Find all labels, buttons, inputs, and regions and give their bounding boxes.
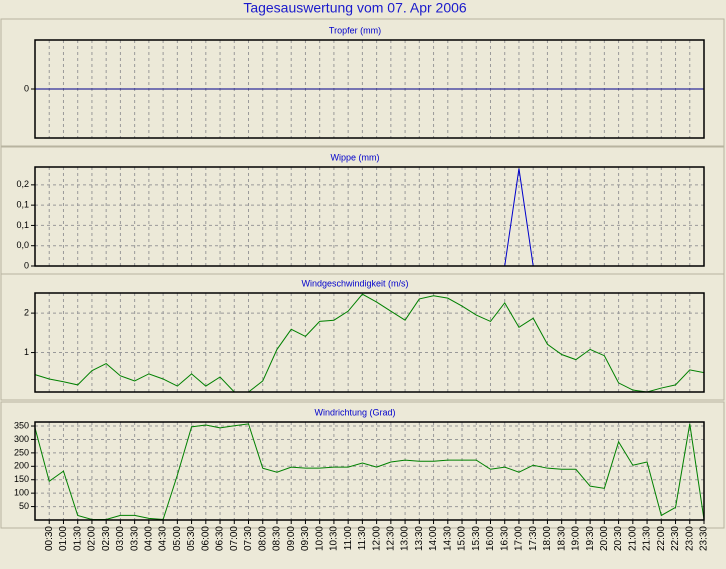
x-tick-label: 00:30 bbox=[44, 526, 55, 551]
panel-title: Tropfer (mm) bbox=[329, 25, 381, 35]
x-tick-label: 13:30 bbox=[414, 526, 425, 551]
x-tick-label: 08:00 bbox=[257, 526, 268, 551]
y-tick-label: 1 bbox=[24, 347, 29, 357]
x-tick-label: 02:00 bbox=[87, 526, 98, 551]
x-tick-label: 20:30 bbox=[613, 526, 624, 551]
y-tick-label: 100 bbox=[14, 488, 29, 498]
x-tick-label: 14:00 bbox=[428, 526, 439, 551]
x-tick-label: 05:30 bbox=[186, 526, 197, 551]
y-tick-label: 0,2 bbox=[16, 179, 29, 189]
x-tick-label: 09:30 bbox=[300, 526, 311, 551]
plot-frame bbox=[34, 39, 705, 139]
y-tick-label: 0,1 bbox=[16, 220, 29, 230]
x-tick-label: 16:00 bbox=[485, 526, 496, 551]
plot-area bbox=[35, 293, 704, 392]
y-tick-label: 150 bbox=[14, 474, 29, 484]
panel-title: Wippe (mm) bbox=[331, 152, 380, 162]
y-tick-label: 0 bbox=[24, 83, 29, 93]
x-tick-label: 16:30 bbox=[499, 526, 510, 551]
x-tick-label: 11:30 bbox=[357, 526, 368, 551]
panel-title: Windgeschwindigkeit (m/s) bbox=[301, 278, 408, 288]
y-tick-label: 50 bbox=[19, 501, 29, 511]
y-tick-label: 200 bbox=[14, 461, 29, 471]
x-tick-label: 13:00 bbox=[400, 526, 411, 551]
x-tick-label: 21:30 bbox=[642, 526, 653, 551]
x-tick-label: 18:00 bbox=[542, 526, 553, 551]
x-tick-label: 01:00 bbox=[58, 526, 69, 551]
x-tick-label: 15:30 bbox=[471, 526, 482, 551]
x-tick-label: 04:00 bbox=[144, 526, 155, 551]
x-tick-label: 21:00 bbox=[627, 526, 638, 551]
x-tick-label: 01:30 bbox=[72, 526, 83, 551]
x-tick-label: 23:30 bbox=[699, 526, 710, 551]
x-tick-label: 18:30 bbox=[556, 526, 567, 551]
plot-frame bbox=[34, 421, 705, 521]
x-tick-label: 14:30 bbox=[442, 526, 453, 551]
x-tick-label: 17:30 bbox=[528, 526, 539, 551]
y-tick-label: 300 bbox=[14, 434, 29, 444]
x-tick-label: 10:30 bbox=[329, 526, 340, 551]
x-tick-label: 06:00 bbox=[200, 526, 211, 551]
x-tick-label: 04:30 bbox=[158, 526, 169, 551]
plot-area bbox=[35, 422, 704, 520]
plot-frame bbox=[34, 292, 705, 393]
x-tick-label: 07:00 bbox=[229, 526, 240, 551]
main-title: Tagesauswertung vom 07. Apr 2006 bbox=[243, 0, 467, 16]
x-tick-label: 15:00 bbox=[457, 526, 468, 551]
y-tick-label: 2 bbox=[24, 307, 29, 317]
x-tick-label: 10:00 bbox=[314, 526, 325, 551]
panel-title: Windrichtung (Grad) bbox=[314, 407, 395, 417]
data-line bbox=[34, 293, 705, 393]
x-tick-label: 23:00 bbox=[684, 526, 695, 551]
y-tick-label: 0 bbox=[24, 260, 29, 270]
plot-frame bbox=[34, 166, 705, 267]
x-tick-label: 09:00 bbox=[286, 526, 297, 551]
x-tick-label: 03:30 bbox=[129, 526, 140, 551]
x-tick-label: 17:00 bbox=[514, 526, 525, 551]
y-tick-label: 350 bbox=[14, 420, 29, 430]
data-line bbox=[34, 423, 705, 520]
x-tick-label: 22:30 bbox=[670, 526, 681, 551]
y-tick-label: 0,0 bbox=[16, 240, 29, 250]
x-tick-label: 19:30 bbox=[585, 526, 596, 551]
x-tick-label: 08:30 bbox=[272, 526, 283, 551]
x-tick-label: 19:00 bbox=[571, 526, 582, 551]
x-tick-label: 12:30 bbox=[385, 526, 396, 551]
x-tick-label: 02:30 bbox=[101, 526, 112, 551]
x-tick-label: 05:00 bbox=[172, 526, 183, 551]
x-tick-label: 06:30 bbox=[215, 526, 226, 551]
x-tick-label: 12:00 bbox=[371, 526, 382, 551]
x-tick-label: 22:00 bbox=[656, 526, 667, 551]
x-tick-label: 11:00 bbox=[343, 526, 354, 551]
x-tick-label: 20:00 bbox=[599, 526, 610, 551]
x-tick-label: 07:30 bbox=[243, 526, 254, 551]
x-tick-label: 03:00 bbox=[115, 526, 126, 551]
y-tick-label: 0,1 bbox=[16, 200, 29, 210]
y-tick-label: 250 bbox=[14, 447, 29, 457]
plot-area bbox=[35, 167, 704, 266]
